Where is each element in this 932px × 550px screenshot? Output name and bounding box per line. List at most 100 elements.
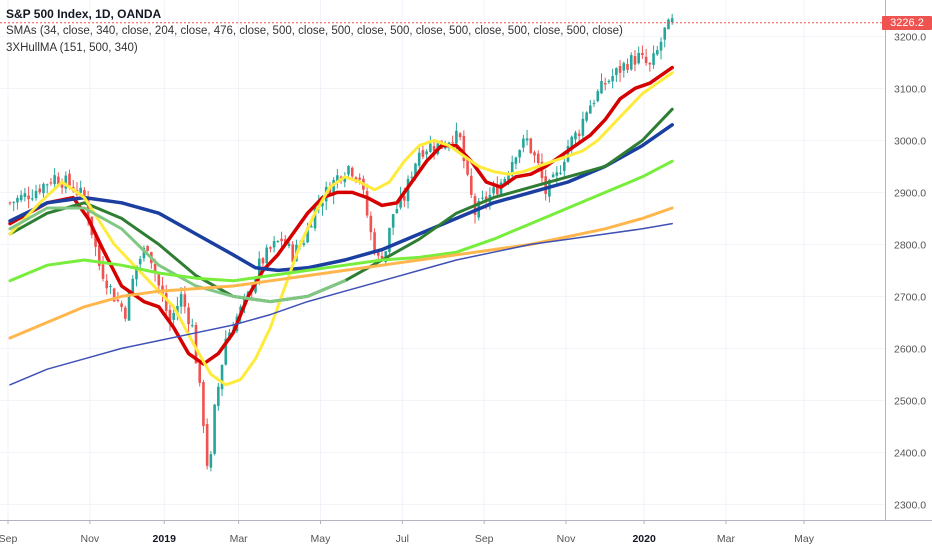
moving-average-lines — [8, 65, 674, 387]
candle-body — [589, 105, 592, 114]
hull-ma-indicator-label[interactable]: 3XHullMA (151, 500, 340) — [6, 42, 138, 54]
candle-body — [403, 196, 406, 201]
time-tick-label: Sep — [0, 533, 17, 545]
candle-body — [496, 185, 499, 195]
candle-body — [53, 175, 56, 184]
candle-body — [603, 83, 607, 85]
candle-body — [310, 226, 313, 228]
time-tick-label: 2019 — [153, 533, 177, 545]
time-tick-label: Nov — [80, 533, 99, 545]
candle-body — [183, 294, 187, 307]
candle-body — [350, 167, 354, 177]
candle-body — [648, 62, 652, 65]
price-tick-label: 2600.0 — [894, 343, 926, 355]
time-tick-label: May — [794, 533, 815, 545]
candle-body — [410, 176, 414, 178]
candle-body — [64, 175, 68, 189]
candle-body — [611, 76, 614, 82]
candle-body — [291, 244, 295, 262]
candle-body — [269, 247, 272, 249]
candle-body — [615, 68, 618, 76]
candle-body — [600, 81, 603, 94]
candle-body — [655, 50, 659, 55]
candle-body — [522, 138, 525, 148]
candle-body — [492, 187, 495, 194]
time-tick-label: Mar — [717, 533, 736, 545]
candle-body — [68, 173, 71, 186]
candle-body — [373, 232, 376, 254]
grid — [0, 0, 885, 520]
candle-body — [49, 182, 53, 184]
price-tick-label: 2700.0 — [894, 291, 926, 303]
price-axis[interactable]: 2300.0 2400.0 2500.0 2600.0 2700.0 2800.0 2900… — [885, 0, 932, 550]
time-tick-label: Mar — [230, 533, 249, 545]
candle-body — [8, 202, 12, 204]
ma-line — [8, 206, 674, 340]
candle-body — [443, 146, 447, 149]
candle-body — [577, 133, 581, 136]
candle-body — [194, 324, 198, 364]
candle-body — [455, 130, 458, 144]
ma-line — [8, 123, 674, 273]
time-tick-label: Jul — [396, 533, 409, 545]
candle-body — [596, 91, 600, 102]
candle-body — [42, 183, 45, 194]
candle-body — [365, 191, 369, 216]
candle-body — [287, 243, 291, 246]
candle-body — [131, 278, 135, 295]
candle-body — [209, 454, 213, 468]
candle-body — [313, 206, 317, 229]
time-tick-label: Sep — [475, 533, 494, 545]
candle-body — [525, 138, 529, 141]
candle-body — [626, 63, 629, 70]
candle-body — [86, 197, 90, 219]
candles — [8, 13, 674, 472]
candle-body — [376, 252, 380, 256]
candle-body — [12, 201, 16, 203]
candle-body — [213, 404, 216, 454]
candle-body — [507, 173, 510, 181]
candle-body — [157, 273, 161, 286]
candle-body — [425, 151, 428, 155]
candle-body — [663, 27, 667, 40]
candle-body — [514, 157, 518, 164]
candle-body — [555, 172, 559, 176]
candle-body — [570, 136, 574, 148]
candle-body — [116, 299, 120, 302]
last-price-badge: 3226.2 — [882, 15, 932, 30]
candle-body — [585, 112, 588, 121]
candle-body — [328, 187, 332, 195]
candle-body — [38, 188, 42, 193]
candle-body — [388, 227, 391, 253]
candle-body — [414, 163, 417, 177]
candle-body — [510, 161, 514, 176]
sma-indicator-label[interactable]: SMAs (34, close, 340, close, 204, close,… — [6, 25, 623, 37]
candle-body — [462, 135, 466, 162]
symbol-title[interactable]: S&P 500 Index, 1D, OANDA — [6, 7, 162, 21]
time-tick-label: Nov — [557, 533, 576, 545]
candle-body — [168, 309, 172, 323]
candle-body — [395, 209, 399, 214]
candle-body — [566, 146, 570, 162]
time-tick-label: May — [311, 533, 332, 545]
time-axis[interactable]: Sep Nov 2019 Mar May Jul Sep Nov 2020 Mar May — [0, 520, 932, 550]
candle-body — [343, 176, 347, 183]
candle-body — [644, 56, 648, 64]
candle-body — [369, 215, 373, 233]
candle-body — [667, 19, 670, 30]
candle-body — [562, 161, 566, 171]
candle-body — [198, 363, 202, 383]
candle-body — [302, 243, 306, 245]
candle-body — [503, 178, 507, 184]
candle-body — [633, 56, 637, 65]
candle-body — [97, 245, 101, 266]
candle-body — [332, 179, 335, 196]
candle-body — [94, 235, 97, 247]
candle-body — [458, 133, 462, 138]
candle-body — [83, 190, 86, 197]
candle-body — [429, 143, 432, 152]
candle-body — [670, 18, 674, 23]
price-tick-label: 3000.0 — [894, 135, 926, 147]
candle-body — [469, 175, 473, 195]
